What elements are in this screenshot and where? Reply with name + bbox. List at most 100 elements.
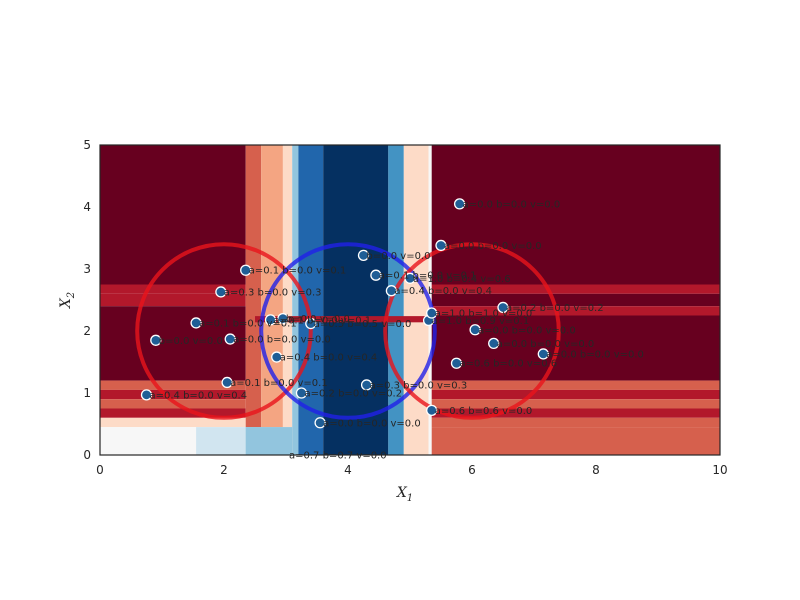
sample-point [150, 334, 162, 346]
sample-point [305, 317, 317, 330]
point-annotation: a=0.6 b=0.6 v=0.0 [435, 406, 533, 417]
sample-point [537, 348, 549, 360]
x-tick-label: 8 [592, 463, 600, 477]
sample-point [404, 272, 416, 284]
x-tick-labels: 0 2 4 6 8 10 [96, 463, 727, 477]
sample-point [453, 198, 466, 210]
point-annotation: a=0.1 b=0.0 v=0.1 [230, 378, 328, 389]
sample-point [271, 351, 283, 363]
red-circle [383, 242, 561, 420]
point-annotation: a=0.0 b=0.0 v=0.0 [478, 325, 576, 336]
heat-cell [255, 316, 435, 323]
point-annotation: a=0.0 b=0.0 v=0.0 [444, 241, 542, 252]
sample-point [497, 301, 509, 314]
sample-point [357, 249, 370, 262]
heat-cell [100, 293, 246, 307]
plot-area [100, 145, 720, 455]
sample-point [426, 307, 438, 319]
y-tick-label: 2 [83, 324, 91, 338]
heat-cell [100, 399, 246, 409]
point-annotation: a=0.4 b=0.0 v=0.4 [150, 390, 248, 401]
heat-cell [431, 380, 720, 390]
class-circles [135, 242, 561, 420]
point-annotation: a=0.3 b=0.0 v=0.3 [224, 287, 322, 298]
point-annotation: b=0.0 v=0.0 [286, 314, 350, 325]
heat-cell [431, 315, 720, 381]
point-annotation: b=0.0 v=0.0 [367, 251, 431, 262]
sample-point [314, 417, 326, 429]
x-axis-label: X1 [396, 485, 413, 504]
heat-cell [323, 145, 389, 455]
sample-point [385, 285, 398, 297]
sample-point [264, 314, 277, 326]
x-tick-label: 2 [220, 463, 228, 477]
blue-circle [259, 242, 437, 420]
x-axis-label-sub: 1 [407, 493, 413, 504]
point-annotation: a=1.0 b=0.9 v=0.1 [432, 316, 530, 327]
heat-cell [282, 145, 293, 455]
heat-cell [431, 408, 720, 418]
x-tick-label: 4 [344, 463, 352, 477]
point-annotation: b=0.0 v=0.0 [159, 336, 223, 347]
point-annotation: a=0.5 b=0.5 v=0.0 [314, 319, 412, 330]
x-tick-label: 0 [96, 463, 104, 477]
sample-point [140, 389, 153, 401]
point-annotation: a=0.1 b=0.0 v=0.1 [379, 271, 477, 282]
sample-point [469, 324, 481, 336]
heat-cell [100, 315, 246, 381]
heat-cell [100, 145, 246, 285]
heat-cell [431, 427, 720, 455]
sample-point [190, 317, 202, 329]
heat-cell [100, 380, 246, 390]
sample-point [221, 376, 233, 389]
y-axis-label-sub: 2 [66, 292, 77, 299]
sample-point [215, 286, 227, 298]
sample-point [224, 333, 236, 345]
y-tick-labels: 0 1 2 3 4 5 [83, 138, 91, 462]
point-annotation: a=0.0 b=0.0 v=0.0 [233, 335, 331, 346]
heat-cell [431, 284, 720, 294]
sample-point [450, 357, 463, 369]
heat-cell [431, 145, 720, 285]
sample-point [277, 312, 289, 325]
decision-heatmap [100, 145, 720, 455]
point-annotation: a=0.6 b=0.0 v=0.6 [460, 359, 558, 370]
y-tick-label: 4 [83, 200, 91, 214]
heat-cell [431, 399, 720, 409]
heat-cell [245, 427, 293, 455]
point-annotation: a=0.0 b=0.0 v=0.0 [463, 199, 561, 210]
heat-cell [100, 389, 246, 400]
x-tick-label: 10 [712, 463, 727, 477]
sample-point [295, 387, 308, 399]
red-circle [135, 242, 313, 420]
point-annotations: a=0.4 b=0.0 v=0.4b=0.0 v=0.0a=0.1 b=0.0 … [150, 199, 644, 461]
point-annotation: a=0.1 b=0.0 v=0.1 [249, 266, 347, 277]
y-axis-label: X2 [58, 292, 77, 309]
sample-point [240, 264, 252, 276]
heat-cell [431, 306, 720, 316]
sample-point [370, 269, 382, 281]
y-tick-label: 3 [83, 262, 91, 276]
point-annotation: a=0.1 b=0.0 v=0.1 [199, 318, 297, 329]
x-tick-label: 6 [468, 463, 476, 477]
point-annotation: a=0.2 b=0.0 v=0.2 [305, 389, 403, 400]
point-annotation: a=0.0 b=0.0 v=0.0 [323, 418, 421, 429]
heat-cell [100, 284, 246, 294]
heat-cell [292, 145, 299, 455]
sample-point [488, 337, 500, 350]
sample-points [140, 198, 549, 429]
point-annotation: a=0.1 b=0.0 v=0.1 [274, 315, 372, 326]
y-tick-label: 5 [83, 138, 91, 152]
heat-cell [100, 417, 246, 428]
point-annotation: a=0.4 b=0.0 v=0.4 [280, 353, 378, 364]
plot-frame [99, 144, 721, 456]
sample-point [426, 404, 438, 417]
heat-cell [403, 145, 429, 455]
sample-point [360, 379, 373, 391]
y-tick-label: 1 [83, 386, 91, 400]
point-annotation: a=1.0 b=1.0 v=0.0 [435, 309, 533, 320]
point-annotation: a=0.0 b=0.0 v=0.0 [497, 339, 595, 350]
heat-cell [245, 145, 262, 455]
heat-cell [100, 408, 246, 418]
